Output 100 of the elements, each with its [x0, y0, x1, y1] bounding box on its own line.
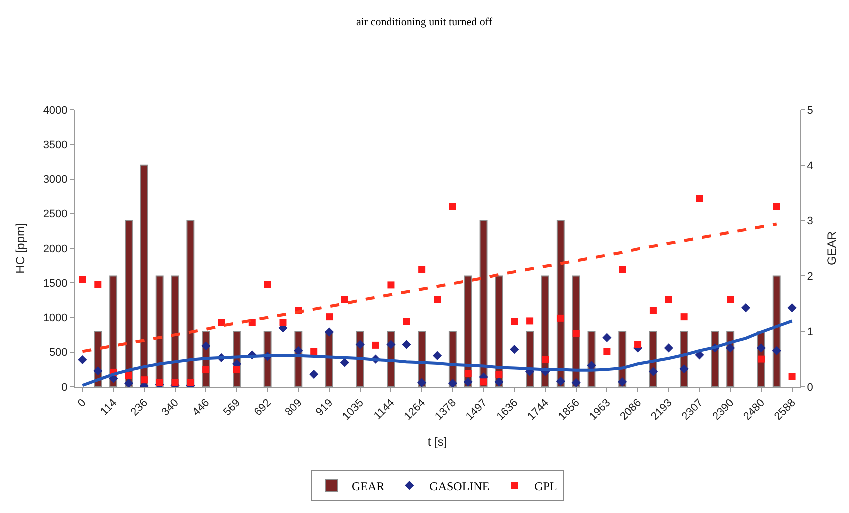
y-tick-label: 3000 [43, 174, 68, 186]
x-tick-label: 919 [314, 397, 336, 419]
bar [480, 220, 488, 387]
y2-tick-label: 3 [807, 216, 814, 228]
y2-tick-label: 5 [807, 104, 814, 117]
y-axis-title: HC [ppm] [14, 223, 28, 274]
bar [186, 220, 195, 387]
point [340, 358, 350, 368]
y2-tick-label: 2 [807, 271, 814, 284]
point [372, 342, 380, 349]
y-tick-label: 4000 [43, 104, 68, 117]
point [788, 373, 796, 380]
chart-title: air conditioning unit turned off [356, 16, 493, 29]
point [587, 360, 596, 370]
x-tick-label: 0 [76, 397, 89, 410]
point [557, 314, 564, 322]
point [618, 378, 628, 387]
point [294, 346, 304, 356]
point [79, 276, 86, 284]
point [680, 364, 689, 374]
y2-tick-label: 1 [807, 326, 814, 338]
point [94, 366, 103, 376]
point [648, 367, 658, 376]
point [140, 376, 148, 384]
point [496, 371, 503, 378]
x-tick-label: 692 [252, 397, 274, 419]
bar [556, 220, 565, 387]
point [772, 346, 782, 356]
point [264, 281, 272, 288]
x-tick-label: 114 [98, 397, 120, 418]
point [386, 340, 396, 350]
y-tick-label: 2000 [43, 243, 68, 256]
y-tick-label: 1500 [43, 278, 68, 290]
point [449, 203, 456, 210]
point [572, 330, 580, 338]
point [756, 344, 766, 353]
point [124, 378, 134, 387]
point [326, 314, 334, 321]
point [511, 318, 518, 326]
legend-label: GPL [534, 479, 558, 494]
point [94, 281, 102, 288]
point [726, 344, 736, 353]
point [556, 376, 566, 386]
y-tick-label: 3500 [43, 139, 68, 152]
y-tick-label: 1000 [43, 312, 68, 325]
point [510, 345, 520, 354]
point [650, 307, 657, 314]
point [448, 378, 458, 387]
y-tick-label: 500 [49, 347, 68, 360]
point [202, 342, 211, 351]
x-tick-label: 340 [160, 397, 182, 419]
legend-label: GASOLINE [430, 479, 490, 494]
point [402, 340, 412, 350]
point [310, 348, 318, 356]
point [680, 314, 688, 321]
point [664, 344, 674, 353]
point [418, 378, 427, 387]
bar [110, 276, 118, 387]
point [356, 340, 365, 350]
point [758, 356, 765, 363]
point [341, 296, 348, 304]
x-tick-label: 809 [283, 397, 305, 419]
y-tick-label: 0 [62, 382, 68, 394]
point [526, 318, 534, 325]
point [604, 348, 611, 356]
y2-tick-label: 4 [807, 160, 814, 172]
point [218, 319, 226, 326]
x-tick-label: 446 [190, 397, 212, 419]
legend-label: GEAR [352, 479, 385, 494]
bar [264, 331, 272, 387]
x-tick-label: 236 [128, 397, 150, 419]
point [233, 366, 240, 374]
point [310, 370, 319, 380]
bar [125, 220, 133, 387]
point [280, 319, 287, 326]
y2-tick-label: 0 [807, 382, 814, 394]
point [480, 378, 488, 386]
point [494, 378, 504, 387]
point [202, 366, 210, 374]
bar [140, 164, 148, 387]
point [434, 296, 441, 304]
point [388, 282, 395, 289]
line-series [81, 320, 794, 387]
y-tick-label: 2500 [43, 208, 68, 221]
point [634, 341, 642, 348]
point [324, 328, 334, 337]
line-series [81, 222, 778, 354]
point [696, 195, 704, 202]
point [727, 296, 734, 304]
point [464, 378, 473, 387]
point [432, 351, 442, 360]
point [125, 372, 132, 380]
point [619, 266, 626, 274]
point [403, 318, 410, 326]
point [572, 378, 581, 387]
y2-axis-title: GEAR [825, 231, 840, 266]
bar [772, 276, 781, 387]
point [665, 296, 672, 304]
point [741, 304, 751, 313]
point [78, 355, 88, 365]
